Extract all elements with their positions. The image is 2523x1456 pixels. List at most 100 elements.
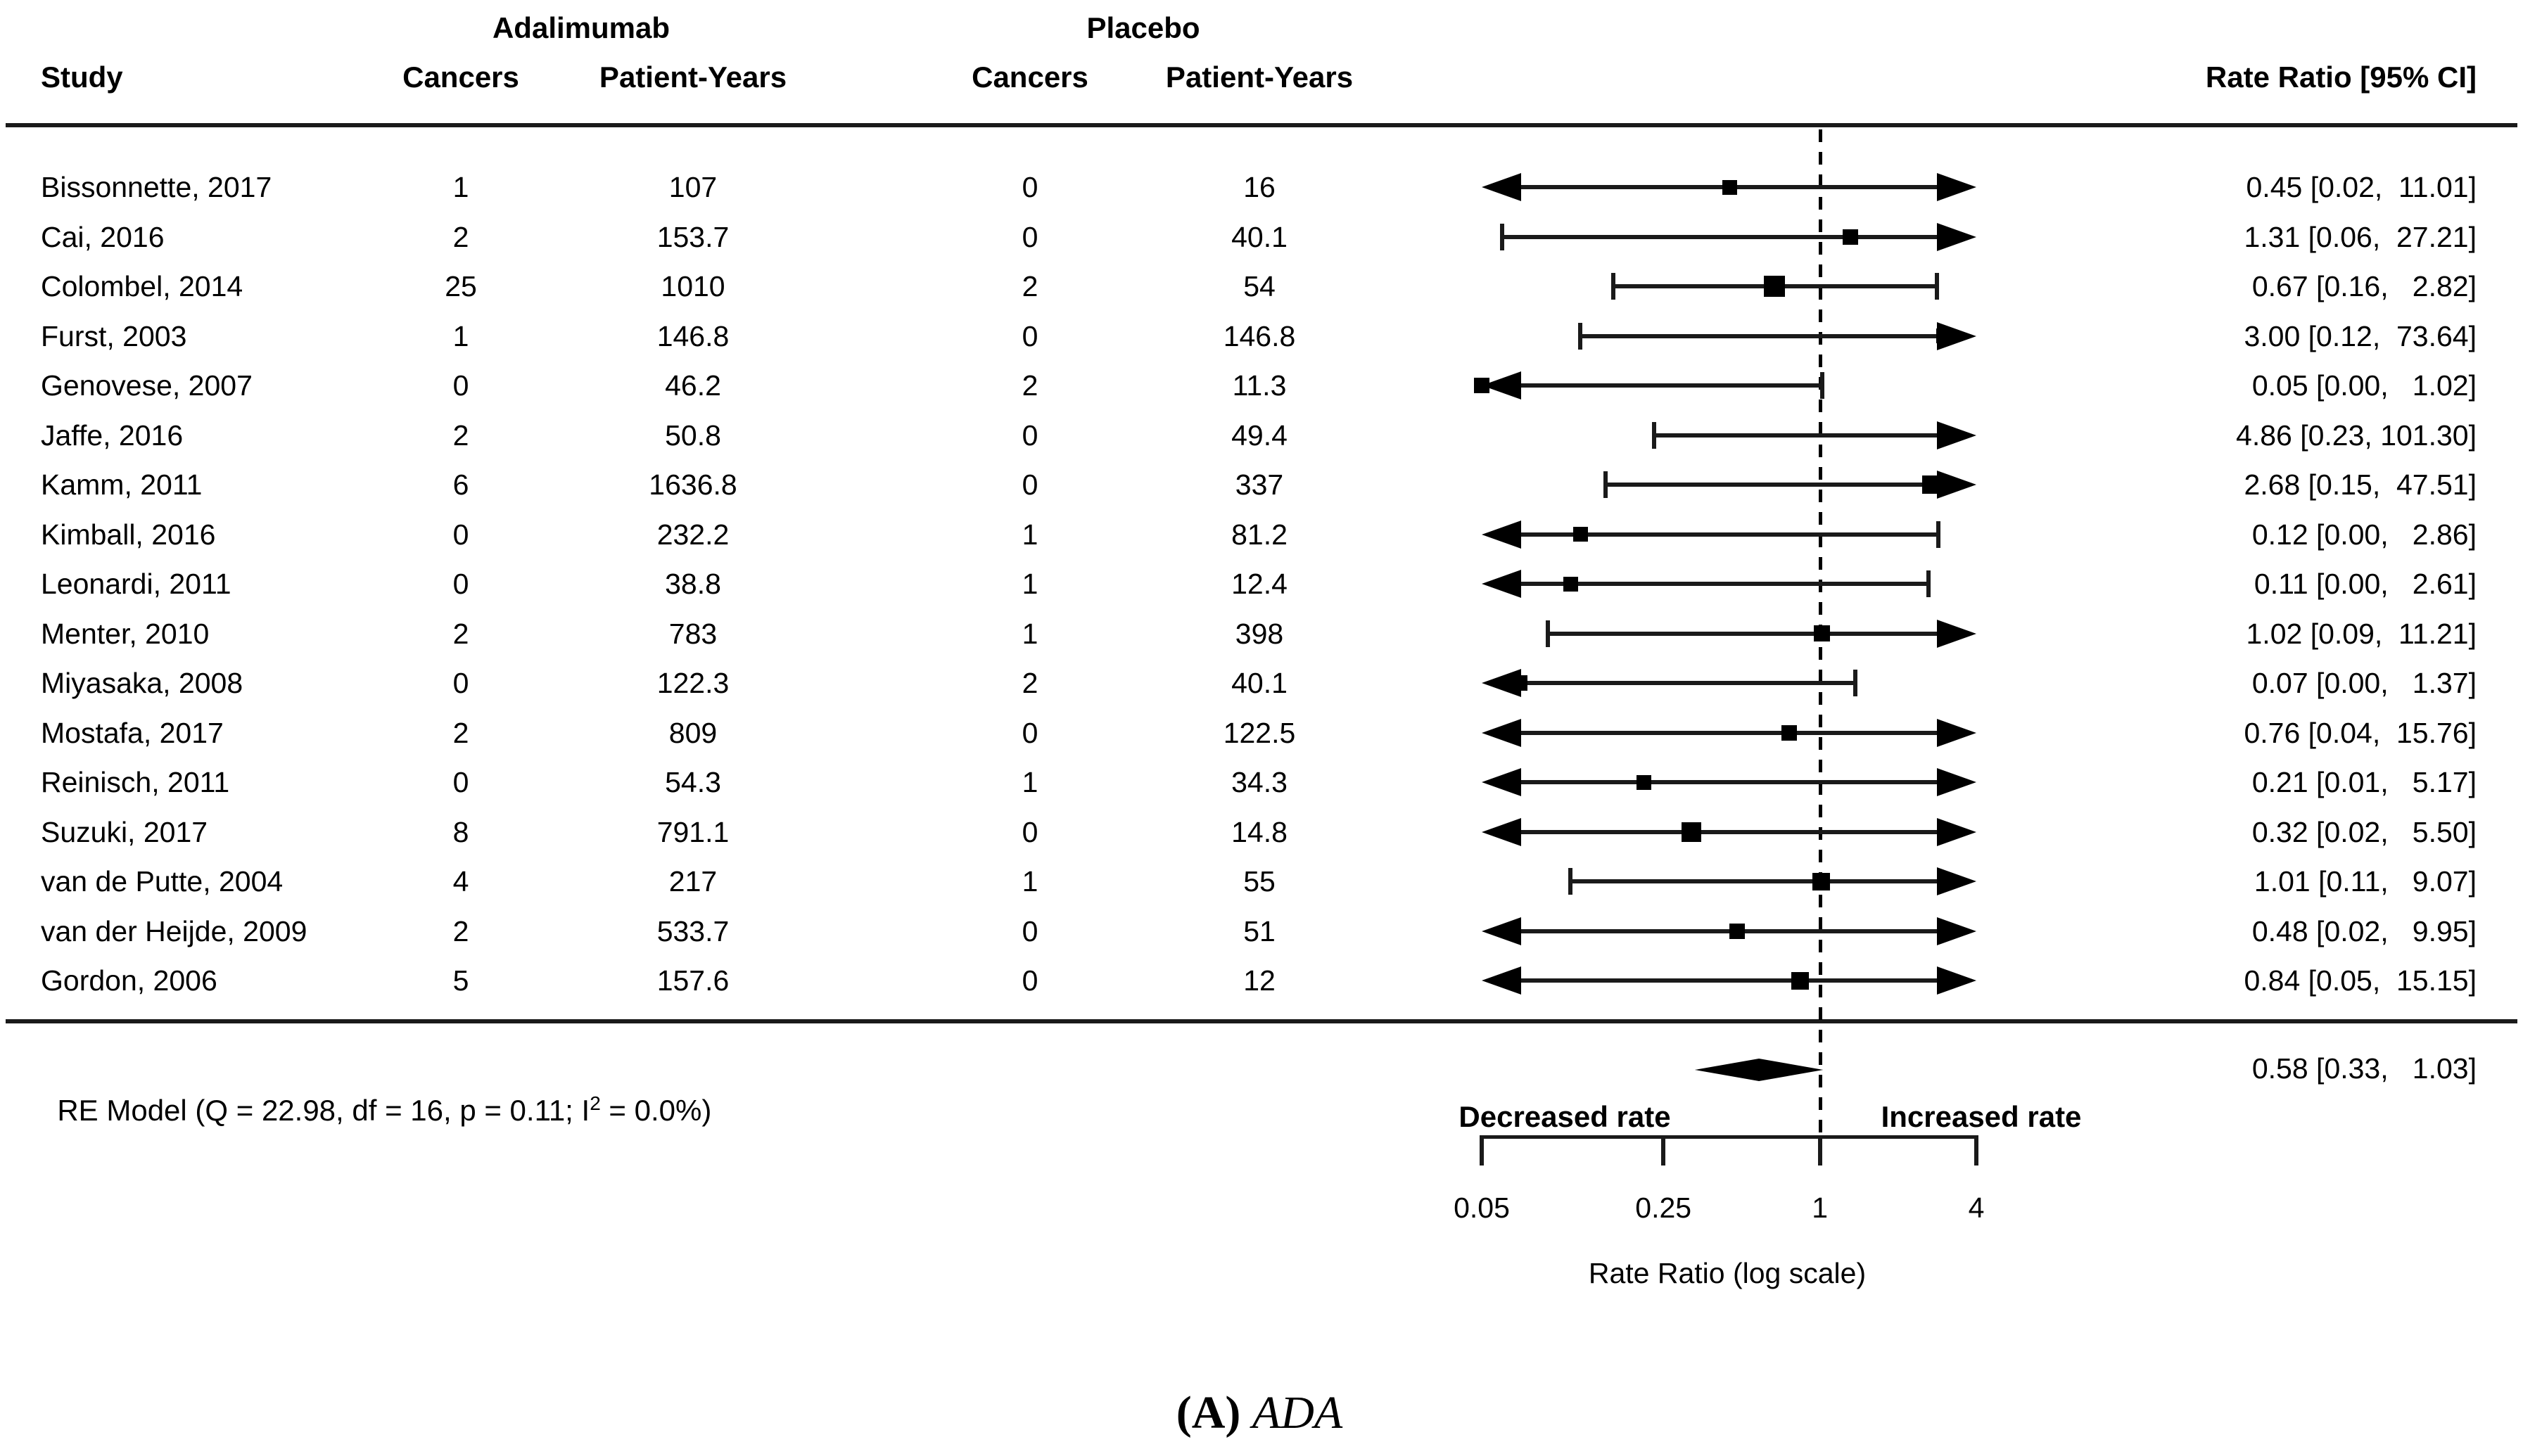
study-name: Menter, 2010 [41, 617, 210, 650]
ci-left-arrow [1482, 718, 1521, 747]
study-name: Suzuki, 2017 [41, 815, 208, 848]
control-cancers-value: 0 [1022, 815, 1038, 848]
ci-right-tick [1934, 273, 1939, 300]
rate-ratio-value: 3.00 [0.12, 73.64] [2244, 319, 2477, 352]
study-name: Colombel, 2014 [41, 270, 243, 302]
control-cancers-value: 1 [1022, 865, 1038, 898]
ci-right-arrow [1937, 867, 1976, 895]
point-estimate-square [1812, 872, 1830, 890]
point-estimate-square [1681, 822, 1701, 842]
treatment-cancers-value: 2 [452, 617, 469, 650]
control-patient-years-value: 146.8 [1223, 319, 1296, 352]
ci-left-tick [1568, 868, 1573, 895]
ci-line [1510, 978, 1948, 983]
re-model-estimate: 0.58 [0.33, 1.03] [2251, 1052, 2477, 1085]
treatment-cancers-value: 2 [452, 914, 469, 947]
treatment-patient-years-value: 217 [668, 865, 718, 898]
ci-right-arrow [1937, 966, 1976, 995]
control-cancers-value: 1 [1022, 518, 1038, 551]
treatment-group-header: Adalimumab [492, 11, 671, 44]
treatment-cancers-value: 5 [452, 964, 469, 997]
study-name: Gordon, 2006 [41, 964, 217, 997]
ci-left-arrow [1482, 817, 1521, 846]
re-model-label-sup: 2 [590, 1092, 601, 1114]
control-patient-years-value: 55 [1243, 865, 1276, 898]
ci-line [1510, 780, 1948, 784]
treatment-patient-years-value: 54.3 [665, 766, 721, 798]
column-header-treatment-patient-years: Patient-Years [599, 60, 787, 94]
increased-rate-label: Increased rate [1881, 1100, 2082, 1133]
rate-ratio-value: 2.68 [0.15, 47.51] [2244, 468, 2477, 501]
treatment-patient-years-value: 1636.8 [649, 468, 737, 501]
x-axis-tick [1974, 1137, 1978, 1166]
ci-right-arrow [1937, 421, 1976, 449]
treatment-cancers-value: 25 [445, 270, 477, 302]
treatment-patient-years-value: 50.8 [665, 419, 721, 452]
footer-rule [6, 1019, 2517, 1023]
study-name: Mostafa, 2017 [41, 716, 224, 749]
control-cancers-value: 1 [1022, 766, 1038, 798]
ci-right-arrow [1937, 619, 1976, 648]
control-cancers-value: 0 [1022, 468, 1038, 501]
rate-ratio-value: 0.21 [0.01, 5.17] [2251, 766, 2477, 798]
treatment-patient-years-value: 791.1 [656, 815, 730, 848]
column-header-rate-ratio: Rate Ratio [95% CI] [2205, 60, 2477, 94]
x-axis-line [1480, 1135, 1978, 1139]
ci-line [1606, 483, 1948, 487]
ci-left-tick [1603, 471, 1608, 498]
control-patient-years-value: 34.3 [1231, 766, 1288, 798]
ci-line [1510, 582, 1928, 586]
control-patient-years-value: 337 [1235, 468, 1284, 501]
rate-ratio-value: 1.02 [0.09, 11.21] [2246, 617, 2477, 650]
control-patient-years-value: 40.1 [1231, 667, 1288, 699]
study-name: Kimball, 2016 [41, 518, 216, 551]
point-estimate-square [1572, 527, 1588, 542]
rate-ratio-value: 0.67 [0.16, 2.82] [2251, 270, 2477, 302]
treatment-patient-years-value: 46.2 [665, 369, 721, 402]
rate-ratio-value: 0.05 [0.00, 1.02] [2251, 369, 2477, 402]
x-axis-title: Rate Ratio (log scale) [1588, 1257, 1867, 1289]
ci-left-tick [1578, 322, 1583, 350]
treatment-cancers-value: 6 [452, 468, 469, 501]
ci-line [1510, 730, 1948, 735]
point-estimate-square [1722, 179, 1737, 195]
rate-ratio-value: 0.48 [0.02, 9.95] [2251, 914, 2477, 947]
ci-right-arrow [1937, 471, 1976, 499]
x-axis-tick-label: 1 [1812, 1192, 1828, 1224]
ci-right-tick [1819, 372, 1824, 399]
ci-line [1570, 879, 1948, 883]
ci-line [1510, 829, 1948, 834]
ci-left-tick [1610, 273, 1615, 300]
ci-line [1510, 383, 1822, 388]
treatment-cancers-value: 0 [452, 766, 469, 798]
ci-left-arrow [1482, 173, 1521, 201]
treatment-cancers-value: 0 [452, 369, 469, 402]
point-estimate-square [1936, 328, 1952, 343]
treatment-cancers-value: 2 [452, 220, 469, 253]
control-cancers-value: 1 [1022, 617, 1038, 650]
ci-right-tick [1936, 521, 1941, 548]
control-patient-years-value: 49.4 [1231, 419, 1288, 452]
point-estimate-square [1474, 378, 1489, 393]
treatment-cancers-value: 0 [452, 518, 469, 551]
control-cancers-value: 2 [1022, 369, 1038, 402]
point-estimate-square [1511, 675, 1527, 691]
ci-right-arrow [1937, 222, 1976, 251]
point-estimate-square [1814, 625, 1831, 641]
control-patient-years-value: 81.2 [1231, 518, 1288, 551]
x-axis-tick-label: 0.25 [1635, 1192, 1692, 1224]
x-axis-tick [1817, 1137, 1822, 1166]
point-estimate-square [1764, 276, 1786, 297]
treatment-patient-years-value: 153.7 [656, 220, 730, 253]
treatment-cancers-value: 0 [452, 568, 469, 600]
treatment-cancers-value: 0 [452, 667, 469, 699]
control-cancers-value: 0 [1022, 171, 1038, 203]
re-model-label: RE Model (Q = 22.98, df = 16, p = 0.11; … [41, 1047, 711, 1128]
ci-line [1502, 234, 1948, 239]
ci-line [1510, 928, 1948, 933]
treatment-cancers-value: 1 [452, 171, 469, 203]
ci-line [1653, 433, 1948, 438]
treatment-patient-years-value: 783 [668, 617, 718, 650]
ci-line [1548, 631, 1948, 636]
ci-right-arrow [1937, 917, 1976, 945]
